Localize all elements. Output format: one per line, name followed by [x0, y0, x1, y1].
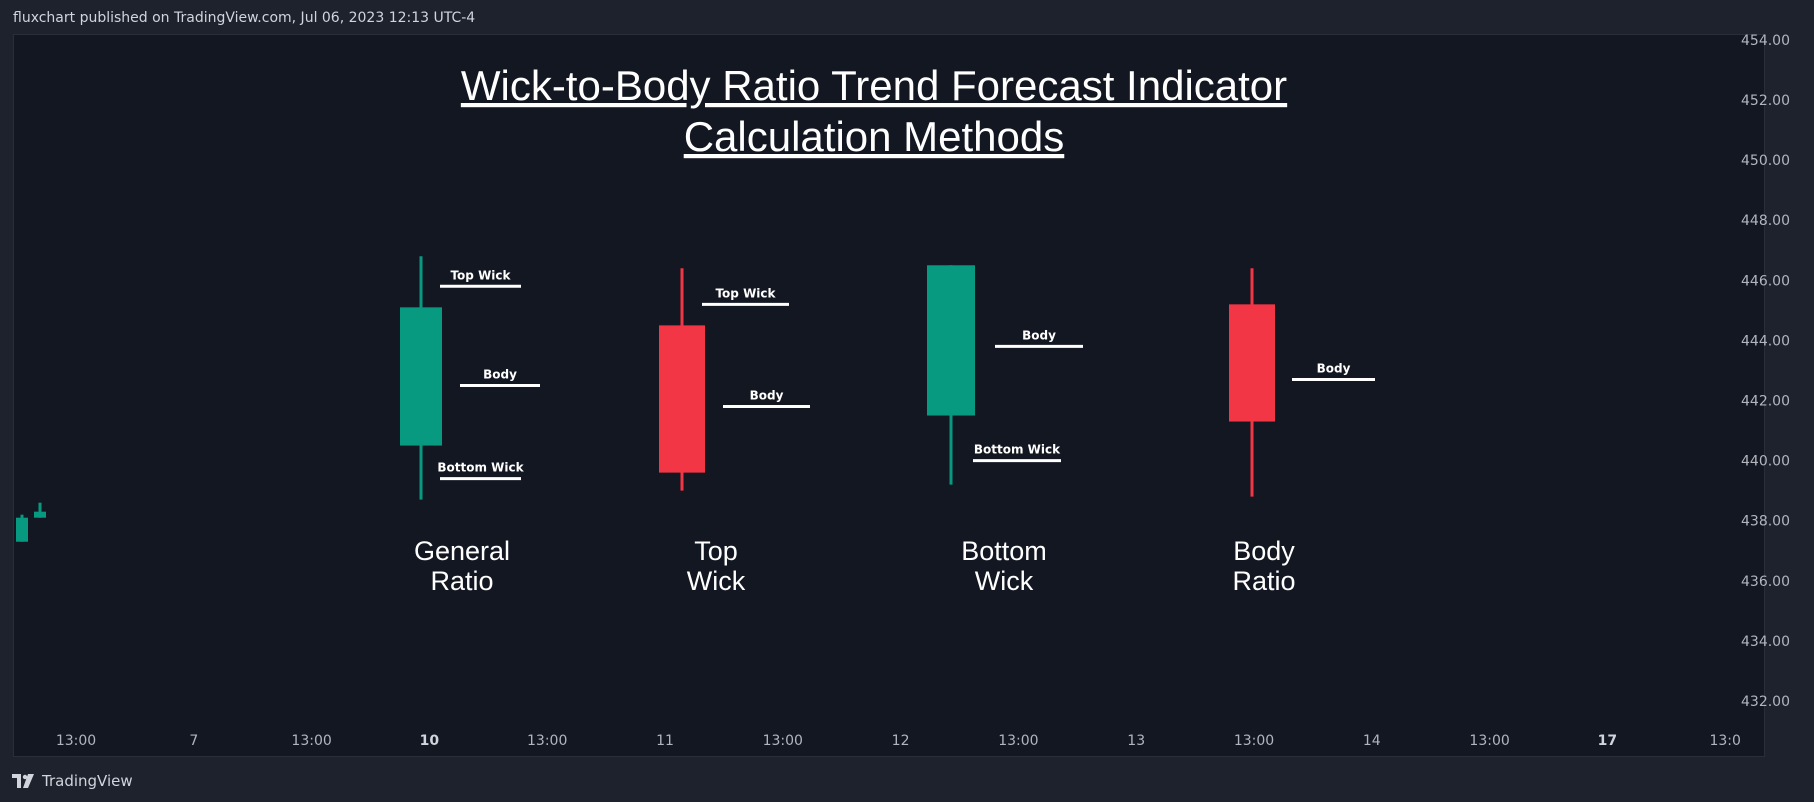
candle-caption: Top	[694, 536, 738, 566]
candle-caption: Wick	[975, 566, 1034, 596]
footer-bar: TradingView	[0, 764, 1814, 802]
annotation-label: Top Wick	[715, 286, 776, 300]
x-axis-label: 13:00	[527, 733, 567, 749]
chart-pane[interactable]	[13, 34, 1765, 757]
tradingview-logo-icon	[12, 774, 34, 788]
candle-caption: Bottom	[961, 536, 1047, 566]
y-axis-label: 432.00	[1741, 694, 1790, 710]
example-candle-body	[1229, 304, 1275, 422]
y-axis-label: 448.00	[1741, 213, 1790, 229]
x-axis-label: 13:0	[1709, 733, 1740, 749]
x-axis-label: 10	[420, 733, 440, 749]
x-axis-label: 14	[1363, 733, 1381, 749]
chart-title-line: Wick-to-Body Ratio Trend Forecast Indica…	[461, 62, 1287, 109]
x-axis-label: 13:00	[291, 733, 331, 749]
x-axis-label: 11	[656, 733, 674, 749]
annotation-label: Body	[483, 367, 517, 381]
y-axis-label: 442.00	[1741, 394, 1790, 410]
publish-header: fluxchart published on TradingView.com, …	[0, 0, 1814, 34]
y-axis-label: 444.00	[1741, 333, 1790, 349]
y-axis-label: 454.00	[1741, 33, 1790, 49]
candle-caption: Body	[1233, 536, 1295, 566]
example-candle-body	[927, 265, 975, 416]
x-axis-label: 13:00	[1469, 733, 1509, 749]
annotation-label: Top Wick	[450, 268, 511, 282]
y-axis-label: 436.00	[1741, 574, 1790, 590]
annotation-label: Bottom Wick	[974, 443, 1061, 457]
y-axis-label: 438.00	[1741, 514, 1790, 530]
small-candle-body	[16, 517, 28, 542]
example-candle-body	[659, 325, 705, 473]
annotation-label: Bottom Wick	[437, 461, 524, 475]
tradingview-brand-name: TradingView	[42, 772, 133, 790]
x-axis-label: 13	[1127, 733, 1145, 749]
tradingview-brand[interactable]: TradingView	[12, 772, 133, 790]
candle-caption: Ratio	[1232, 566, 1295, 596]
y-axis-label: 434.00	[1741, 634, 1790, 650]
x-axis-label: 13:00	[998, 733, 1038, 749]
annotation-label: Body	[1022, 328, 1056, 342]
x-axis-label: 13:00	[763, 733, 803, 749]
y-axis-label: 440.00	[1741, 454, 1790, 470]
chart-title-line: Calculation Methods	[684, 113, 1065, 160]
y-axis-label: 446.00	[1741, 273, 1790, 289]
y-axis-label: 450.00	[1741, 153, 1790, 169]
x-axis-label: 12	[892, 733, 910, 749]
annotation-label: Body	[750, 389, 784, 403]
x-axis-label: 13:00	[56, 733, 96, 749]
small-candle-body	[34, 511, 46, 518]
y-axis-label: 452.00	[1741, 93, 1790, 109]
candle-caption: Ratio	[430, 566, 493, 596]
x-axis-label: 7	[189, 733, 198, 749]
candle-caption: General	[414, 536, 510, 566]
chart-canvas[interactable]: 454.00 452.00 450.00 448.00 446.00 444.00 442.…	[0, 0, 1814, 764]
annotation-label: Body	[1317, 361, 1351, 375]
candle-caption: Wick	[687, 566, 746, 596]
x-axis-label: 13:00	[1234, 733, 1274, 749]
publish-info: fluxchart published on TradingView.com, …	[13, 10, 476, 26]
example-candle-body	[400, 307, 442, 446]
x-axis-label: 17	[1598, 733, 1617, 749]
